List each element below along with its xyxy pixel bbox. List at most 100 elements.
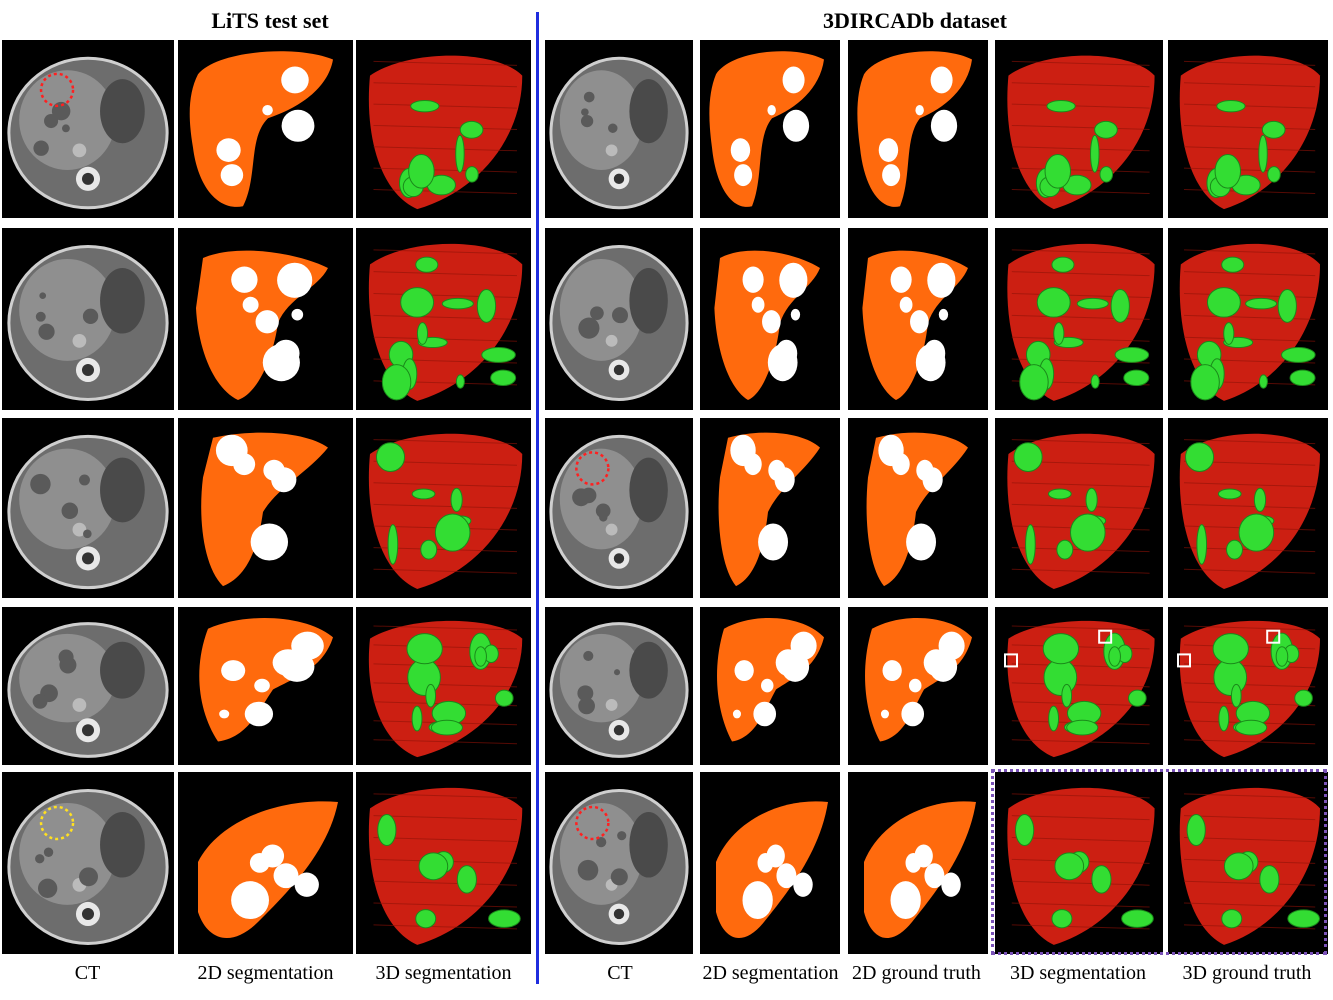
tumor-surface xyxy=(1212,633,1249,665)
tumor-surface xyxy=(418,852,449,881)
tumor-surface xyxy=(1185,442,1215,472)
ct-spinal-canal xyxy=(613,173,625,185)
tumor-surface xyxy=(1061,683,1073,708)
ct-lesion xyxy=(578,317,600,339)
surface-contour xyxy=(373,837,518,843)
tumor-surface xyxy=(1245,297,1278,310)
ct-lesion xyxy=(610,868,628,886)
tumor-mask xyxy=(910,310,929,334)
tumor-surface xyxy=(1230,683,1242,708)
panel-seg2d-r4-c5 xyxy=(700,607,840,765)
ct-lesion xyxy=(577,685,594,702)
tumor-surface xyxy=(1223,852,1254,881)
col-label-3dgt-ircad: 3D ground truth xyxy=(1182,962,1312,984)
panel-seg2d-r3-c6 xyxy=(848,418,988,598)
tumor-surface xyxy=(408,153,435,189)
tumor-surface xyxy=(381,364,412,401)
tumor-mask xyxy=(890,881,921,920)
ct-lesion xyxy=(33,140,49,156)
ct-stomach xyxy=(100,268,145,334)
tumor-mask xyxy=(261,844,285,868)
surface-contour xyxy=(1011,167,1150,173)
tumor-surface xyxy=(425,683,437,708)
annotation-circle-red xyxy=(575,805,610,841)
tumor-surface xyxy=(1226,539,1243,560)
panel-seg3d-r2-c3 xyxy=(356,228,531,410)
ct-aorta xyxy=(605,334,618,347)
tumor-mask xyxy=(882,164,901,187)
tumor-mask xyxy=(250,523,289,561)
tumor-mask xyxy=(242,296,259,313)
ct-stomach xyxy=(629,457,668,523)
surface-contour xyxy=(1183,793,1316,799)
panel-ct-r3-c1 xyxy=(2,418,174,598)
tumor-surface xyxy=(1216,100,1246,113)
tumor-mask xyxy=(244,701,274,727)
surface-contour xyxy=(1183,60,1316,66)
ct-aorta xyxy=(605,144,618,157)
annotation-square xyxy=(1098,629,1113,644)
ct-liver xyxy=(559,448,643,550)
surface-contour xyxy=(1011,103,1150,109)
tumor-mask xyxy=(273,863,299,889)
ct-spinal-canal xyxy=(613,364,625,376)
surface-contour xyxy=(1011,124,1150,130)
tumor-mask xyxy=(255,310,279,334)
tumor-mask xyxy=(730,138,751,162)
surface-contour xyxy=(373,82,518,88)
surface-contour xyxy=(373,124,518,130)
ct-spinal-canal xyxy=(81,172,95,185)
tumor-mask xyxy=(219,709,230,719)
surface-contour xyxy=(1011,924,1150,930)
annotation-square xyxy=(1177,653,1191,668)
tumor-mask xyxy=(231,881,269,920)
tumor-surface xyxy=(1261,120,1286,139)
surface-contour xyxy=(1183,902,1316,908)
tumor-surface xyxy=(1013,442,1043,472)
surface-contour xyxy=(1011,314,1150,320)
surface-contour xyxy=(1011,271,1150,277)
tumor-surface xyxy=(1108,646,1121,667)
surface-contour xyxy=(1183,880,1316,886)
ct-liver xyxy=(19,448,116,550)
ct-lesion xyxy=(79,474,90,486)
tumor-mask xyxy=(899,296,913,313)
panel-seg3d-r2-c7 xyxy=(995,228,1163,410)
panel-seg2d-r3-c5 xyxy=(700,418,840,598)
surface-contour xyxy=(373,880,518,886)
tumor-surface xyxy=(488,909,521,928)
tumor-surface xyxy=(455,374,465,389)
surface-contour xyxy=(1011,625,1150,631)
tumor-mask xyxy=(776,863,797,889)
tumor-surface xyxy=(1258,374,1268,389)
ct-lesion xyxy=(590,306,604,321)
surface-contour xyxy=(1011,482,1150,488)
tumor-surface xyxy=(377,814,397,847)
tumor-surface xyxy=(1014,814,1035,847)
ct-lesion xyxy=(595,503,611,519)
surface-contour xyxy=(1011,60,1150,66)
tumor-surface xyxy=(416,322,429,345)
tumor-surface xyxy=(1186,814,1206,847)
tumor-surface xyxy=(1069,513,1106,552)
surface-contour xyxy=(373,739,518,745)
tumor-surface xyxy=(1190,364,1220,401)
surface-contour xyxy=(1011,739,1150,745)
ct-aorta xyxy=(72,333,87,348)
surface-contour xyxy=(373,439,518,445)
tumor-mask xyxy=(915,105,924,116)
tumor-surface xyxy=(1094,120,1118,139)
surface-contour xyxy=(1011,568,1150,574)
surface-contour xyxy=(1183,146,1316,152)
tumor-surface xyxy=(434,513,471,552)
tumor-mask xyxy=(880,709,890,719)
surface-contour xyxy=(373,314,518,320)
surface-contour xyxy=(1011,815,1150,821)
surface-contour xyxy=(1183,663,1316,669)
surface-contour xyxy=(1011,146,1150,152)
ct-liver xyxy=(559,70,643,170)
panel-ct-r5-c4 xyxy=(545,772,693,954)
surface-contour xyxy=(1011,902,1150,908)
tumor-mask xyxy=(753,701,777,727)
tumor-mask xyxy=(927,262,956,298)
